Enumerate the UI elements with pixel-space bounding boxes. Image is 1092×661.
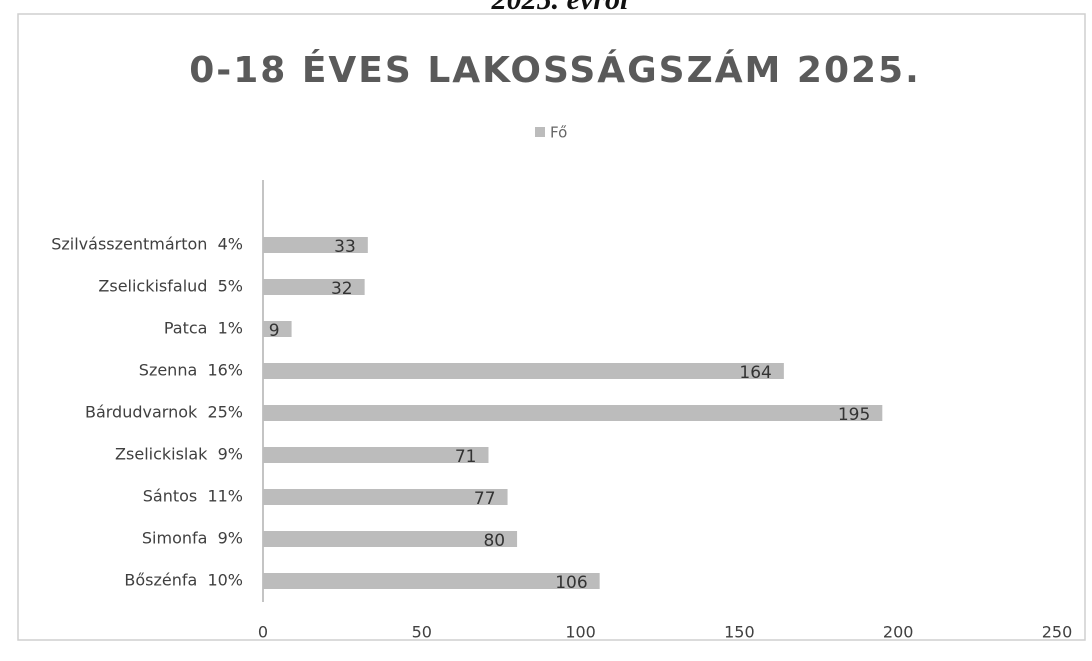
data-label: 33: [334, 237, 356, 257]
legend-label: Fő: [550, 124, 567, 142]
bar: [263, 531, 518, 547]
y-tick-label: Simonfa 9%: [142, 529, 243, 548]
y-tick-label: Zselickislak 9%: [115, 445, 243, 464]
bar: [263, 447, 489, 463]
bar: [263, 279, 365, 295]
data-label: 164: [739, 363, 771, 383]
chart-border: [17, 13, 1086, 641]
data-label: 106: [555, 573, 587, 593]
y-tick-label: Zselickisfalud 5%: [98, 277, 243, 296]
bar: [263, 405, 883, 421]
legend-swatch: [535, 127, 545, 137]
bar: [263, 489, 508, 505]
bar: [263, 573, 600, 589]
bar: [263, 363, 784, 379]
y-tick-label: Bőszénfa 10%: [124, 571, 243, 590]
x-tick-label: 0: [258, 623, 268, 642]
data-label: 32: [331, 279, 353, 299]
y-tick-label: Bárdudvarnok 25%: [85, 403, 243, 422]
bar: [263, 321, 292, 337]
chart-title: 0-18 ÉVES LAKOSSÁGSZÁM 2025.: [189, 49, 921, 91]
bar: [263, 237, 368, 253]
x-tick-label: 250: [1042, 623, 1073, 642]
y-tick-label: Sántos 11%: [143, 487, 243, 506]
x-tick-label: 100: [565, 623, 596, 642]
data-label: 71: [455, 447, 477, 467]
data-label: 77: [474, 489, 496, 509]
y-tick-label: Szilvásszentmárton 4%: [51, 235, 243, 254]
y-tick-label: Szenna 16%: [139, 361, 243, 380]
x-tick-label: 50: [412, 623, 432, 642]
y-tick-label: Patca 1%: [164, 319, 243, 338]
data-label: 195: [838, 405, 870, 425]
data-label: 80: [483, 531, 505, 551]
x-tick-label: 150: [724, 623, 755, 642]
page-heading: 2025. évről: [491, 0, 629, 16]
data-label: 9: [269, 321, 280, 341]
x-tick-label: 200: [883, 623, 914, 642]
